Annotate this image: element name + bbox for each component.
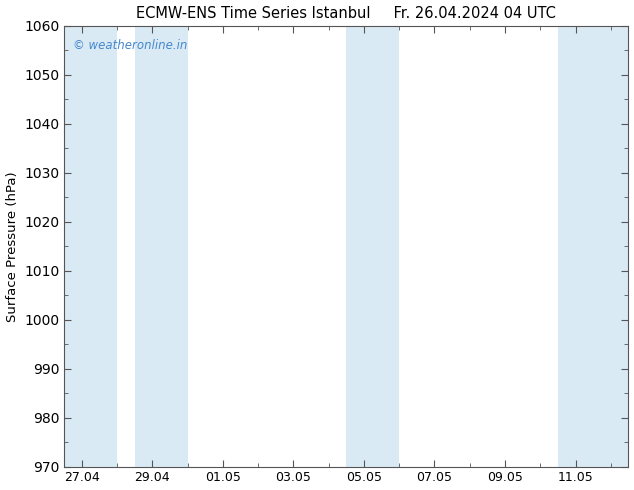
Y-axis label: Surface Pressure (hPa): Surface Pressure (hPa) (6, 171, 18, 321)
Bar (346, 26, 399, 466)
Title: ECMW-ENS Time Series Istanbul     Fr. 26.04.2024 04 UTC: ECMW-ENS Time Series Istanbul Fr. 26.04.… (136, 5, 556, 21)
Text: © weatheronline.in: © weatheronline.in (73, 39, 187, 52)
Bar (64, 26, 117, 466)
Bar (558, 26, 628, 466)
Bar (135, 26, 188, 466)
